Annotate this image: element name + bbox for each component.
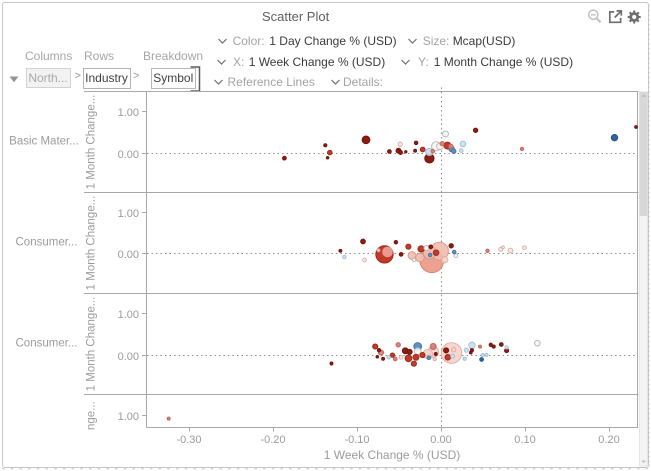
svg-text:-0.20: -0.20 bbox=[260, 434, 285, 446]
svg-text:0.20: 0.20 bbox=[598, 434, 619, 446]
svg-text:0.00: 0.00 bbox=[118, 149, 139, 161]
svg-text:-0.30: -0.30 bbox=[176, 434, 201, 446]
svg-text:-0.10: -0.10 bbox=[344, 434, 369, 446]
svg-text:1 Week Change % (USD): 1 Week Change % (USD) bbox=[324, 448, 461, 462]
svg-text:1.00: 1.00 bbox=[118, 309, 139, 321]
svg-text:0.00: 0.00 bbox=[118, 351, 139, 363]
svg-text:1.00: 1.00 bbox=[118, 411, 139, 423]
svg-text:1 Month Change...: 1 Month Change... bbox=[86, 196, 98, 291]
svg-text:nge...: nge... bbox=[86, 401, 98, 430]
svg-text:1 Month Change...: 1 Month Change... bbox=[86, 297, 98, 392]
svg-text:0.00: 0.00 bbox=[118, 249, 139, 261]
svg-text:Consumer...: Consumer... bbox=[16, 338, 78, 350]
svg-text:0.10: 0.10 bbox=[514, 434, 535, 446]
svg-text:1.00: 1.00 bbox=[118, 208, 139, 220]
svg-text:1.00: 1.00 bbox=[118, 107, 139, 119]
svg-text:Basic Mater...: Basic Mater... bbox=[9, 136, 79, 148]
svg-text:1 Month Change...: 1 Month Change... bbox=[86, 95, 98, 190]
svg-text:Consumer...: Consumer... bbox=[16, 237, 78, 249]
svg-text:0.00: 0.00 bbox=[430, 434, 451, 446]
